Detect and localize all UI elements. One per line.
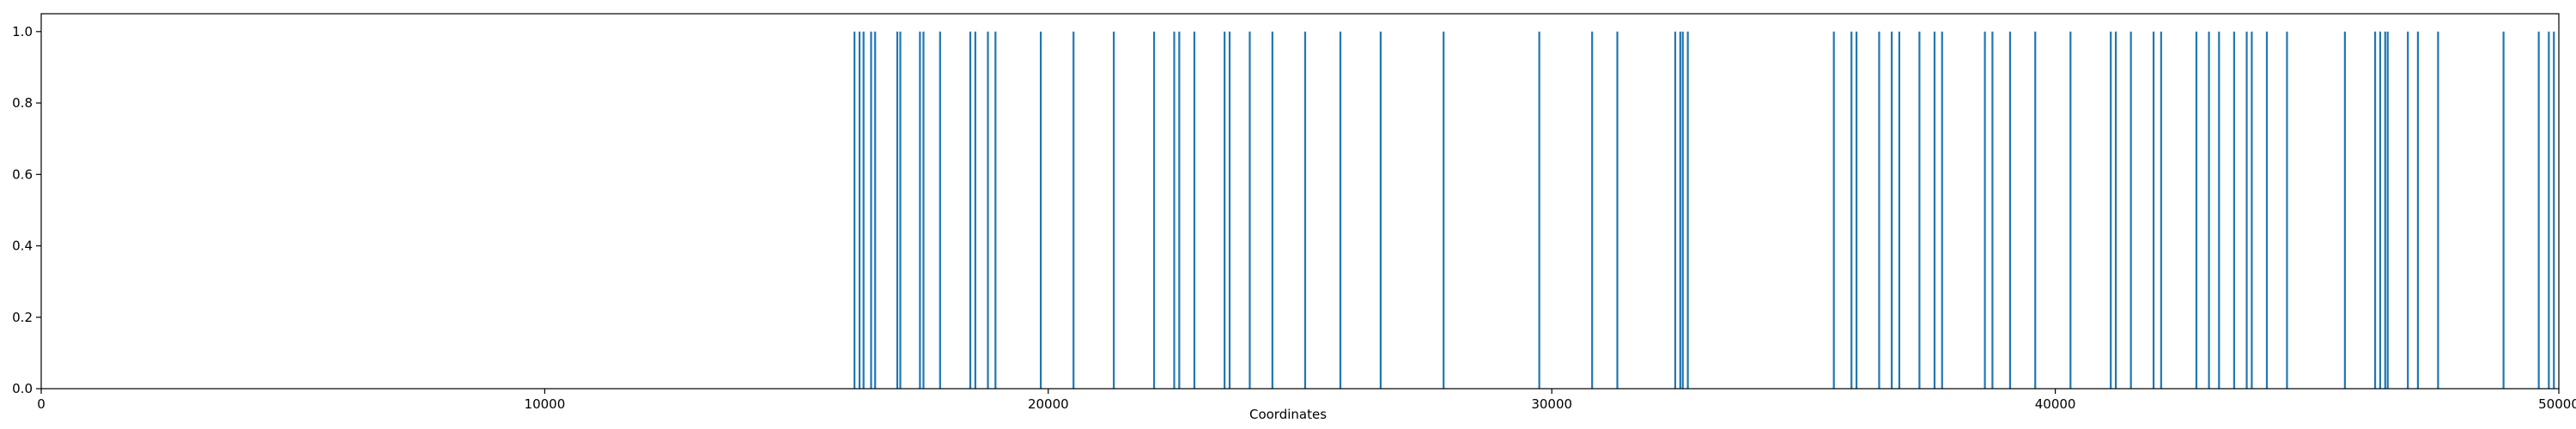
bar bbox=[2384, 31, 2386, 390]
axes-group: 0 10000 20000 30000 40000 50000 0.0 0.2 0.4 0.6 0.… bbox=[12, 13, 2576, 412]
bar bbox=[2502, 31, 2505, 390]
bar bbox=[2152, 31, 2155, 390]
bar bbox=[919, 31, 921, 390]
bar bbox=[2537, 31, 2540, 390]
bar bbox=[1681, 31, 1684, 390]
bar bbox=[2286, 31, 2288, 390]
bar bbox=[858, 31, 861, 390]
bar bbox=[2114, 31, 2117, 390]
x-tick-label: 30000 bbox=[1531, 396, 1572, 412]
bar bbox=[1686, 31, 1689, 390]
bar bbox=[1941, 31, 1943, 390]
bar bbox=[1303, 31, 1307, 390]
bar bbox=[994, 31, 997, 390]
bar bbox=[1249, 31, 1251, 390]
bar bbox=[854, 31, 856, 390]
y-tick-label: 0.2 bbox=[12, 310, 33, 325]
bar bbox=[1173, 31, 1176, 390]
bar bbox=[2008, 31, 2012, 390]
bar bbox=[1113, 31, 1115, 390]
bar bbox=[1891, 31, 1893, 390]
y-tick-label: 0.8 bbox=[12, 95, 33, 111]
bar bbox=[1674, 31, 1677, 390]
bar bbox=[1271, 31, 1273, 390]
bar bbox=[1152, 31, 1156, 390]
bar bbox=[922, 31, 925, 390]
bar bbox=[1040, 31, 1042, 390]
bar bbox=[2160, 31, 2162, 390]
bar bbox=[2548, 31, 2550, 390]
bar bbox=[2110, 31, 2112, 390]
bar bbox=[2195, 31, 2197, 390]
bar bbox=[1850, 31, 1853, 390]
bar bbox=[1984, 31, 1986, 390]
y-tick-label: 0.0 bbox=[12, 381, 33, 396]
plot-frame bbox=[40, 13, 2560, 390]
bar bbox=[2386, 31, 2389, 390]
bar bbox=[969, 31, 972, 390]
y-tick-label: 0.4 bbox=[12, 239, 33, 254]
bar bbox=[899, 31, 902, 390]
bar bbox=[1339, 31, 1342, 390]
bar bbox=[862, 31, 865, 390]
bar bbox=[2129, 31, 2132, 390]
bar bbox=[1538, 31, 1540, 390]
bar bbox=[2416, 31, 2420, 390]
bar bbox=[1855, 31, 1858, 390]
bar bbox=[1878, 31, 1880, 390]
bars-group bbox=[854, 31, 2555, 390]
bar bbox=[2437, 31, 2439, 390]
bar bbox=[1193, 31, 1196, 390]
bar bbox=[1443, 31, 1445, 390]
x-tick-label: 20000 bbox=[1028, 396, 1069, 412]
x-tick-label: 50000 bbox=[2538, 396, 2576, 412]
y-tick-label: 1.0 bbox=[12, 24, 33, 39]
bar bbox=[1591, 31, 1594, 390]
bar bbox=[1616, 31, 1619, 390]
bar bbox=[896, 31, 899, 390]
bar bbox=[974, 31, 976, 390]
bar bbox=[1918, 31, 1921, 390]
bar bbox=[1991, 31, 1994, 390]
bar bbox=[1832, 31, 1835, 390]
bar bbox=[2208, 31, 2210, 390]
bar bbox=[2034, 31, 2037, 390]
bar bbox=[1072, 31, 1075, 390]
bar bbox=[1178, 31, 1181, 390]
bar bbox=[2245, 31, 2248, 390]
bar bbox=[2233, 31, 2235, 390]
bar bbox=[2553, 31, 2555, 390]
bar bbox=[939, 31, 941, 390]
x-tick-label: 0 bbox=[37, 396, 46, 412]
bar bbox=[870, 31, 872, 390]
y-tick-label: 0.6 bbox=[12, 166, 33, 182]
x-axis-label: Coordinates bbox=[1249, 407, 1327, 422]
bar bbox=[1898, 31, 1901, 390]
x-tick-label: 40000 bbox=[2035, 396, 2076, 412]
bar bbox=[2251, 31, 2253, 390]
bar bbox=[987, 31, 989, 390]
bar bbox=[2373, 31, 2377, 390]
bar bbox=[874, 31, 877, 390]
bar bbox=[2379, 31, 2382, 390]
bar bbox=[1679, 31, 1681, 390]
bar bbox=[2343, 31, 2346, 390]
bar bbox=[2218, 31, 2221, 390]
bar bbox=[2407, 31, 2409, 390]
bar bbox=[1933, 31, 1936, 390]
bar bbox=[1379, 31, 1382, 390]
x-tick-label: 10000 bbox=[525, 396, 566, 412]
bar bbox=[2265, 31, 2269, 390]
bar bbox=[2069, 31, 2072, 390]
bar bbox=[1224, 31, 1226, 390]
bar bbox=[1228, 31, 1231, 390]
